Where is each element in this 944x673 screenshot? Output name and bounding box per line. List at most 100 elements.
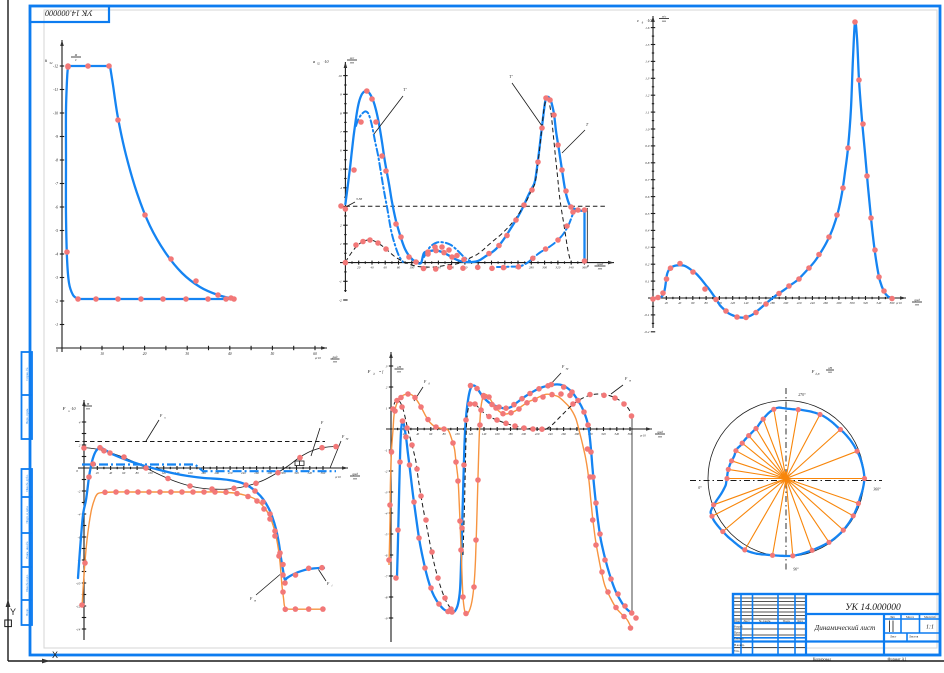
- svg-text:рад: рад: [332, 355, 338, 359]
- svg-text:φ·10: φ·10: [896, 301, 902, 305]
- svg-text:F: F: [423, 380, 427, 384]
- svg-text:-2: -2: [339, 298, 342, 302]
- svg-text:180: 180: [770, 301, 775, 305]
- svg-text:200: 200: [783, 301, 788, 305]
- svg-text:Листов: Листов: [909, 634, 919, 638]
- svg-text:320: 320: [294, 471, 299, 475]
- svg-text:-1: -1: [339, 280, 342, 284]
- svg-text:1.3: 1.3: [645, 77, 649, 81]
- svg-text:Тʼ: Тʼ: [509, 74, 513, 79]
- svg-text:-7: -7: [55, 182, 59, 186]
- svg-text:Тʼ: Тʼ: [403, 87, 407, 92]
- svg-text:град: град: [914, 298, 920, 302]
- svg-text:340: 340: [308, 471, 313, 475]
- svg-text:мм: мм: [332, 359, 337, 363]
- svg-text:6: 6: [340, 149, 342, 153]
- svg-text:0: 0: [76, 469, 78, 473]
- svg-text:град: град: [352, 472, 358, 476]
- svg-text:Подп.: Подп.: [25, 608, 29, 616]
- svg-text:Формат A1: Формат A1: [888, 656, 907, 661]
- svg-text:90°: 90°: [793, 568, 799, 572]
- svg-text:-8: -8: [385, 595, 388, 599]
- svg-text:120: 120: [730, 301, 735, 305]
- svg-text:ε: ε: [637, 18, 639, 23]
- svg-text:0: 0: [56, 349, 58, 353]
- svg-text:360°: 360°: [873, 488, 881, 492]
- svg-text:320: 320: [556, 266, 561, 270]
- svg-text:F: F: [320, 421, 324, 425]
- svg-text:160: 160: [188, 471, 193, 475]
- svg-text:Лист: Лист: [890, 634, 897, 638]
- svg-text:4: 4: [79, 420, 81, 424]
- svg-text:1.5: 1.5: [645, 43, 649, 47]
- svg-text:160: 160: [495, 432, 500, 436]
- svg-text:360: 360: [321, 471, 326, 475]
- svg-text:= f: = f: [379, 370, 384, 374]
- svg-text:320: 320: [601, 432, 606, 436]
- svg-text:мм: мм: [85, 406, 90, 410]
- svg-text:100: 100: [455, 432, 460, 436]
- svg-text:1.0: 1.0: [645, 127, 649, 131]
- svg-text:Т: Т: [586, 122, 589, 127]
- svg-text:140: 140: [744, 301, 749, 305]
- svg-text:80: 80: [136, 471, 140, 475]
- svg-text:УК 14.000000: УК 14.000000: [845, 603, 901, 613]
- svg-text:9: 9: [340, 93, 342, 97]
- svg-text:F: F: [561, 365, 565, 369]
- svg-text:60: 60: [384, 266, 388, 270]
- svg-text:Перв. прим.: Перв. прим.: [25, 408, 29, 424]
- svg-text:280: 280: [268, 471, 273, 475]
- svg-text:120: 120: [161, 471, 166, 475]
- svg-text:360: 360: [890, 301, 895, 305]
- svg-text:-4: -4: [55, 252, 58, 256]
- svg-text:220: 220: [535, 432, 540, 436]
- svg-text:0.7: 0.7: [645, 178, 649, 182]
- svg-text:Подп. и дата: Подп. и дата: [25, 506, 29, 524]
- svg-text:240: 240: [810, 301, 815, 305]
- svg-text:100: 100: [148, 471, 153, 475]
- svg-text:м: м: [74, 53, 78, 57]
- svg-text:240: 240: [548, 432, 553, 436]
- svg-text:·10: ·10: [647, 18, 652, 23]
- svg-text:80: 80: [443, 432, 447, 436]
- svg-text:д: д: [642, 22, 644, 25]
- svg-text:120: 120: [468, 432, 473, 436]
- svg-text:Лит.: Лит.: [890, 615, 896, 619]
- svg-text:0°: 0°: [698, 486, 702, 490]
- svg-text:260: 260: [823, 301, 828, 305]
- svg-text:40: 40: [416, 432, 420, 436]
- svg-text:а: а: [313, 59, 316, 64]
- svg-text:3.38: 3.38: [356, 197, 362, 201]
- svg-text:·10: ·10: [324, 59, 329, 64]
- svg-text:200: 200: [522, 432, 527, 436]
- svg-text:Н: Н: [86, 402, 90, 406]
- svg-text:пр: пр: [566, 368, 569, 371]
- svg-text:2: 2: [386, 385, 388, 389]
- svg-text:мм: мм: [349, 60, 354, 64]
- svg-text:и: и: [68, 410, 70, 413]
- svg-text:-4: -4: [385, 511, 388, 515]
- svg-text:Взам. инв.№: Взам. инв.№: [25, 541, 29, 558]
- svg-text:Н.контр.: Н.контр.: [734, 643, 745, 647]
- svg-text:мм: мм: [396, 369, 401, 373]
- svg-text:-6: -6: [55, 205, 58, 209]
- svg-text:-2: -2: [55, 299, 58, 303]
- svg-text:40: 40: [228, 352, 232, 356]
- svg-text:300: 300: [542, 266, 547, 270]
- svg-text:0.2: 0.2: [645, 263, 649, 267]
- svg-text:с: с: [75, 58, 77, 62]
- svg-text:140: 140: [482, 432, 487, 436]
- svg-text:град: град: [597, 262, 604, 266]
- svg-text:1:1: 1:1: [926, 625, 934, 631]
- svg-text:м/с: м/с: [349, 56, 355, 60]
- svg-text:Т.контр.: Т.контр.: [734, 637, 745, 641]
- svg-text:240: 240: [241, 471, 246, 475]
- svg-text:-6: -6: [385, 553, 388, 557]
- svg-text:360: 360: [582, 266, 587, 270]
- svg-text:80: 80: [397, 266, 401, 270]
- svg-text:Утв.: Утв.: [734, 649, 740, 653]
- svg-text:-2: -2: [385, 469, 388, 473]
- svg-text:1.6: 1.6: [645, 26, 649, 30]
- svg-text:300: 300: [281, 471, 286, 475]
- svg-text:-10: -10: [53, 111, 58, 115]
